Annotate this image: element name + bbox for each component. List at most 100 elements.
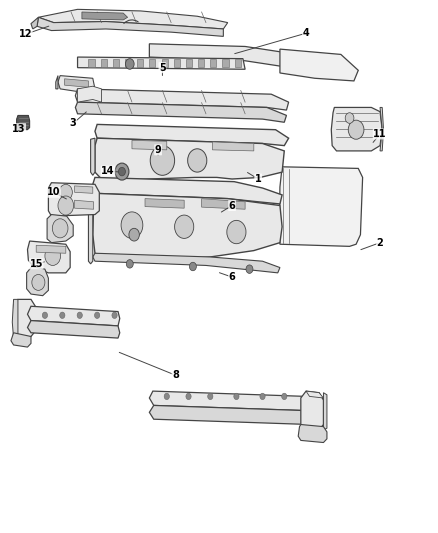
Polygon shape [47, 215, 73, 243]
Text: 8: 8 [172, 370, 179, 380]
Polygon shape [186, 59, 192, 67]
Polygon shape [91, 138, 95, 175]
Polygon shape [48, 183, 99, 216]
Polygon shape [95, 138, 284, 181]
Polygon shape [64, 79, 88, 87]
Circle shape [189, 262, 196, 271]
Text: 1: 1 [255, 174, 261, 184]
Polygon shape [380, 108, 384, 151]
Circle shape [150, 146, 175, 175]
Polygon shape [280, 49, 358, 81]
Polygon shape [17, 115, 30, 130]
Text: 9: 9 [155, 145, 162, 155]
Circle shape [345, 113, 354, 123]
Polygon shape [145, 199, 184, 208]
Polygon shape [74, 186, 93, 193]
Polygon shape [31, 17, 39, 29]
Circle shape [129, 228, 139, 241]
Text: 14: 14 [101, 166, 115, 176]
Circle shape [234, 393, 239, 400]
Circle shape [77, 312, 82, 318]
Polygon shape [88, 193, 93, 264]
Text: 13: 13 [12, 124, 25, 134]
Circle shape [348, 120, 364, 139]
Polygon shape [331, 108, 382, 151]
Text: 4: 4 [303, 28, 309, 38]
Circle shape [186, 393, 191, 400]
Circle shape [208, 393, 213, 400]
Polygon shape [28, 241, 70, 273]
Polygon shape [132, 140, 167, 150]
Circle shape [260, 393, 265, 400]
Circle shape [59, 184, 72, 200]
Circle shape [227, 220, 246, 244]
Polygon shape [75, 102, 286, 122]
Circle shape [95, 312, 100, 318]
Polygon shape [36, 245, 66, 253]
Polygon shape [28, 306, 120, 326]
Text: 6: 6 [229, 272, 236, 282]
Polygon shape [82, 12, 127, 20]
Polygon shape [93, 253, 280, 273]
Polygon shape [210, 59, 216, 67]
Polygon shape [93, 177, 282, 204]
Polygon shape [323, 393, 327, 430]
Circle shape [32, 274, 45, 290]
Polygon shape [301, 391, 323, 432]
Polygon shape [28, 320, 120, 338]
Polygon shape [235, 59, 241, 67]
Text: 11: 11 [373, 129, 387, 139]
Polygon shape [279, 167, 363, 246]
Polygon shape [11, 333, 31, 347]
Circle shape [118, 167, 125, 176]
Polygon shape [37, 17, 223, 36]
Polygon shape [162, 59, 168, 67]
Polygon shape [113, 59, 119, 67]
Polygon shape [149, 59, 155, 67]
Polygon shape [137, 59, 143, 67]
Polygon shape [78, 86, 102, 102]
Polygon shape [212, 142, 254, 151]
Circle shape [121, 212, 143, 238]
Polygon shape [88, 59, 95, 67]
Polygon shape [125, 59, 131, 67]
Polygon shape [56, 76, 58, 89]
Circle shape [126, 260, 133, 268]
Polygon shape [149, 406, 311, 424]
Polygon shape [306, 391, 323, 398]
Circle shape [42, 312, 47, 318]
Polygon shape [27, 266, 48, 296]
Circle shape [52, 219, 68, 238]
Polygon shape [39, 10, 228, 29]
Text: 5: 5 [159, 63, 166, 72]
Polygon shape [74, 200, 94, 209]
Polygon shape [201, 199, 245, 209]
Polygon shape [149, 44, 302, 70]
Polygon shape [95, 124, 289, 146]
Circle shape [58, 196, 74, 215]
Text: 3: 3 [70, 118, 77, 128]
Circle shape [246, 265, 253, 273]
Polygon shape [58, 76, 95, 92]
Polygon shape [75, 89, 289, 110]
Circle shape [125, 59, 134, 69]
Text: 6: 6 [229, 200, 236, 211]
Text: 15: 15 [29, 259, 43, 269]
Circle shape [164, 393, 170, 400]
Polygon shape [14, 300, 35, 338]
Polygon shape [101, 59, 107, 67]
Polygon shape [298, 424, 327, 442]
Polygon shape [12, 300, 18, 338]
Circle shape [112, 312, 117, 318]
Text: 12: 12 [18, 29, 32, 39]
Text: 10: 10 [47, 187, 60, 197]
Polygon shape [223, 59, 229, 67]
Polygon shape [78, 57, 245, 69]
Polygon shape [93, 193, 282, 260]
Text: 2: 2 [377, 238, 383, 248]
Polygon shape [174, 59, 180, 67]
Circle shape [60, 312, 65, 318]
Circle shape [187, 149, 207, 172]
Circle shape [45, 246, 60, 265]
Polygon shape [149, 391, 311, 411]
